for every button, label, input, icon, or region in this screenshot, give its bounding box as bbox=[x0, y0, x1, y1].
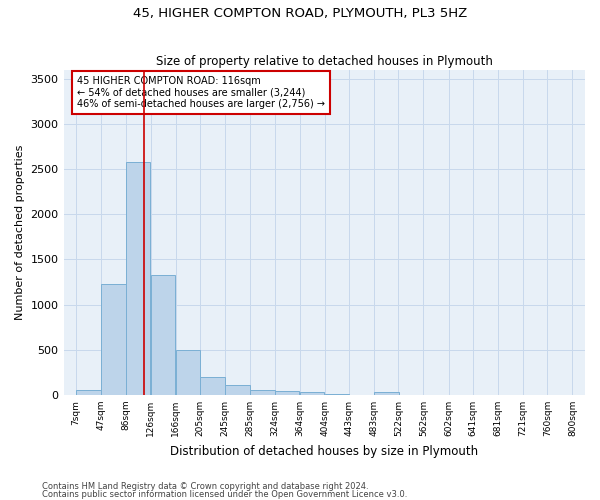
Bar bbox=[275, 392, 299, 395]
Text: Contains public sector information licensed under the Open Government Licence v3: Contains public sector information licen… bbox=[42, 490, 407, 499]
Bar bbox=[200, 378, 225, 395]
Bar bbox=[300, 392, 325, 395]
Bar bbox=[374, 392, 399, 395]
Bar bbox=[225, 386, 250, 395]
Y-axis label: Number of detached properties: Number of detached properties bbox=[15, 144, 25, 320]
Bar bbox=[125, 162, 151, 395]
Bar bbox=[76, 390, 101, 395]
Bar bbox=[250, 390, 275, 395]
Text: 45, HIGHER COMPTON ROAD, PLYMOUTH, PL3 5HZ: 45, HIGHER COMPTON ROAD, PLYMOUTH, PL3 5… bbox=[133, 8, 467, 20]
Text: 45 HIGHER COMPTON ROAD: 116sqm
← 54% of detached houses are smaller (3,244)
46% : 45 HIGHER COMPTON ROAD: 116sqm ← 54% of … bbox=[77, 76, 325, 109]
Text: Contains HM Land Registry data © Crown copyright and database right 2024.: Contains HM Land Registry data © Crown c… bbox=[42, 482, 368, 491]
Bar bbox=[101, 284, 126, 395]
Title: Size of property relative to detached houses in Plymouth: Size of property relative to detached ho… bbox=[156, 56, 493, 68]
Bar bbox=[176, 350, 200, 395]
Bar bbox=[151, 275, 175, 395]
X-axis label: Distribution of detached houses by size in Plymouth: Distribution of detached houses by size … bbox=[170, 444, 478, 458]
